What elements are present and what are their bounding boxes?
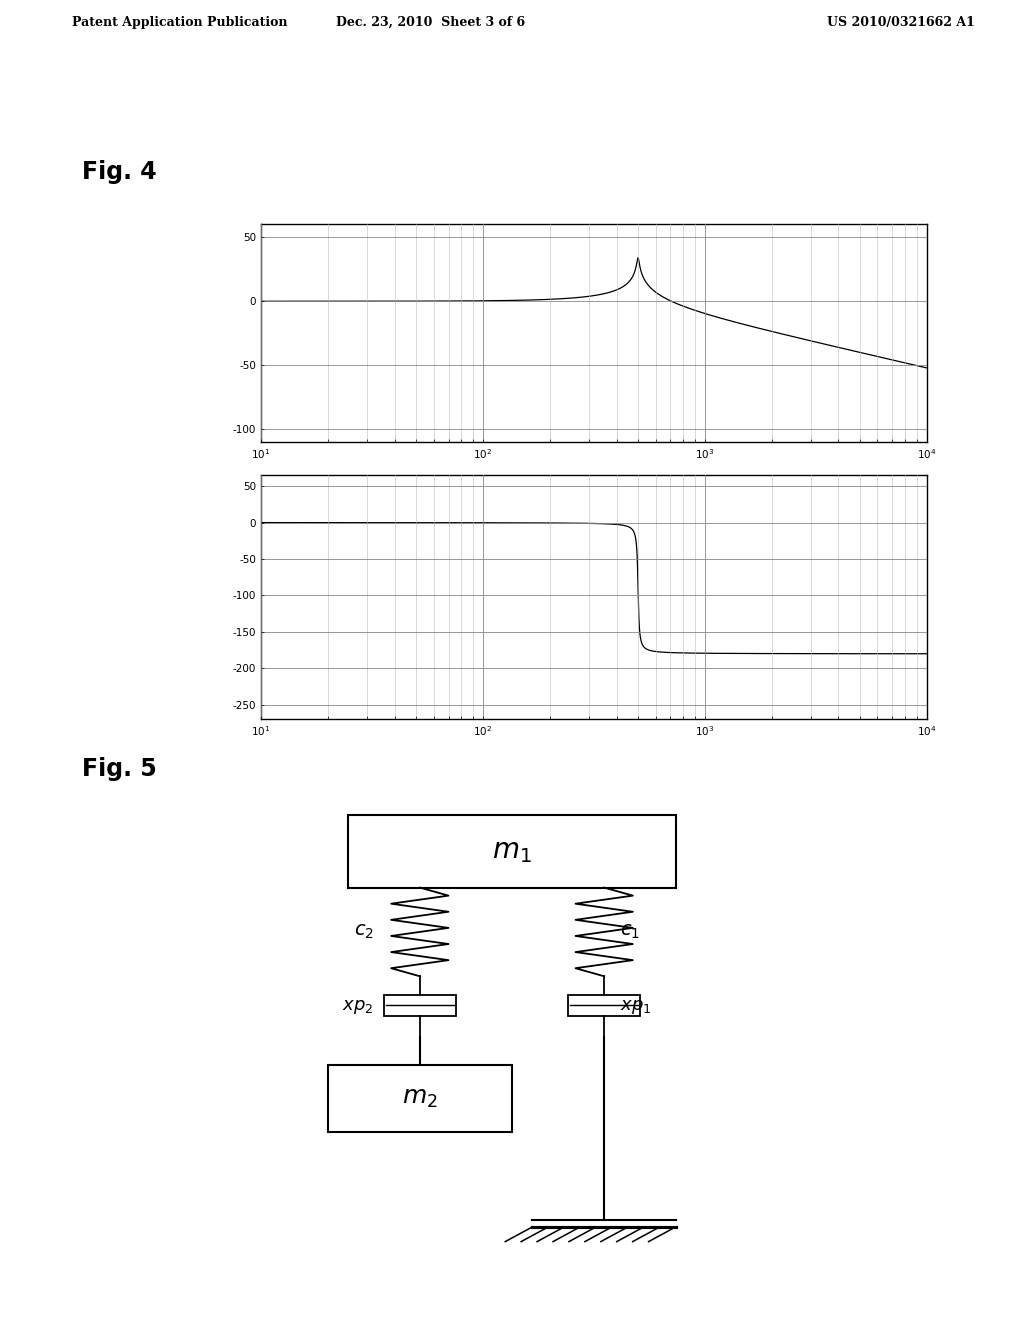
Text: US 2010/0321662 A1: US 2010/0321662 A1: [827, 16, 975, 29]
Bar: [568, 994, 640, 1016]
Text: Patent Application Publication: Patent Application Publication: [72, 16, 287, 29]
Text: $c_2$: $c_2$: [353, 923, 374, 941]
Bar: [348, 816, 676, 887]
Bar: [328, 1065, 512, 1131]
Bar: [384, 994, 456, 1016]
Text: Fig. 5: Fig. 5: [82, 756, 157, 781]
Text: $m_2$: $m_2$: [402, 1086, 437, 1110]
Text: Dec. 23, 2010  Sheet 3 of 6: Dec. 23, 2010 Sheet 3 of 6: [336, 16, 524, 29]
Text: Fig. 4: Fig. 4: [82, 160, 157, 183]
Text: $m_1$: $m_1$: [493, 838, 531, 865]
Text: $c_1$: $c_1$: [620, 923, 640, 941]
Text: $xp_1$: $xp_1$: [620, 998, 651, 1016]
Text: $xp_2$: $xp_2$: [342, 998, 374, 1016]
